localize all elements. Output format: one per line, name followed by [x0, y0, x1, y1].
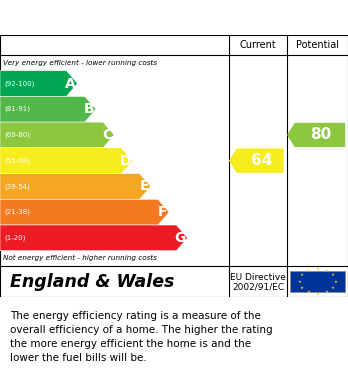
Text: ★: ★ — [325, 291, 329, 294]
Text: ★: ★ — [307, 291, 310, 294]
Polygon shape — [0, 148, 133, 174]
Text: The energy efficiency rating is a measure of the
overall efficiency of a home. T: The energy efficiency rating is a measur… — [10, 311, 273, 363]
Text: (55-68): (55-68) — [4, 158, 30, 164]
Polygon shape — [229, 149, 284, 173]
Text: (21-38): (21-38) — [4, 209, 30, 215]
Text: Not energy efficient - higher running costs: Not energy efficient - higher running co… — [3, 255, 158, 261]
Text: ★: ★ — [331, 286, 335, 290]
Text: F: F — [158, 205, 167, 219]
Text: ★: ★ — [325, 269, 329, 273]
Polygon shape — [0, 122, 114, 148]
Polygon shape — [0, 71, 78, 96]
Text: (81-91): (81-91) — [4, 106, 30, 113]
Text: 2002/91/EC: 2002/91/EC — [232, 283, 284, 292]
Text: ★: ★ — [307, 269, 310, 273]
Text: Current: Current — [240, 40, 276, 50]
Text: ★: ★ — [316, 292, 319, 296]
Text: ★: ★ — [298, 280, 302, 283]
Polygon shape — [287, 123, 345, 147]
Text: E: E — [140, 179, 149, 194]
Text: ★: ★ — [331, 273, 335, 277]
Text: (69-80): (69-80) — [4, 132, 30, 138]
Polygon shape — [0, 96, 96, 122]
Text: ★: ★ — [333, 280, 337, 283]
Text: B: B — [84, 102, 94, 116]
Polygon shape — [0, 174, 151, 199]
Text: ★: ★ — [300, 273, 304, 277]
Text: ★: ★ — [316, 267, 319, 271]
Polygon shape — [0, 225, 188, 251]
Text: A: A — [65, 77, 76, 90]
Text: 64: 64 — [251, 153, 272, 168]
Polygon shape — [0, 199, 169, 225]
Bar — [290, 271, 345, 292]
Text: (92-100): (92-100) — [4, 80, 34, 87]
Text: Very energy efficient - lower running costs: Very energy efficient - lower running co… — [3, 60, 158, 66]
Text: England & Wales: England & Wales — [10, 273, 175, 291]
Text: Potential: Potential — [296, 40, 339, 50]
Text: Energy Efficiency Rating: Energy Efficiency Rating — [7, 9, 236, 27]
Text: D: D — [119, 154, 131, 168]
Text: 80: 80 — [310, 127, 332, 142]
Text: C: C — [102, 128, 112, 142]
Text: G: G — [174, 231, 186, 245]
Text: (1-20): (1-20) — [4, 235, 25, 241]
Text: ★: ★ — [300, 286, 304, 290]
Text: (39-54): (39-54) — [4, 183, 30, 190]
Text: EU Directive: EU Directive — [230, 273, 286, 282]
